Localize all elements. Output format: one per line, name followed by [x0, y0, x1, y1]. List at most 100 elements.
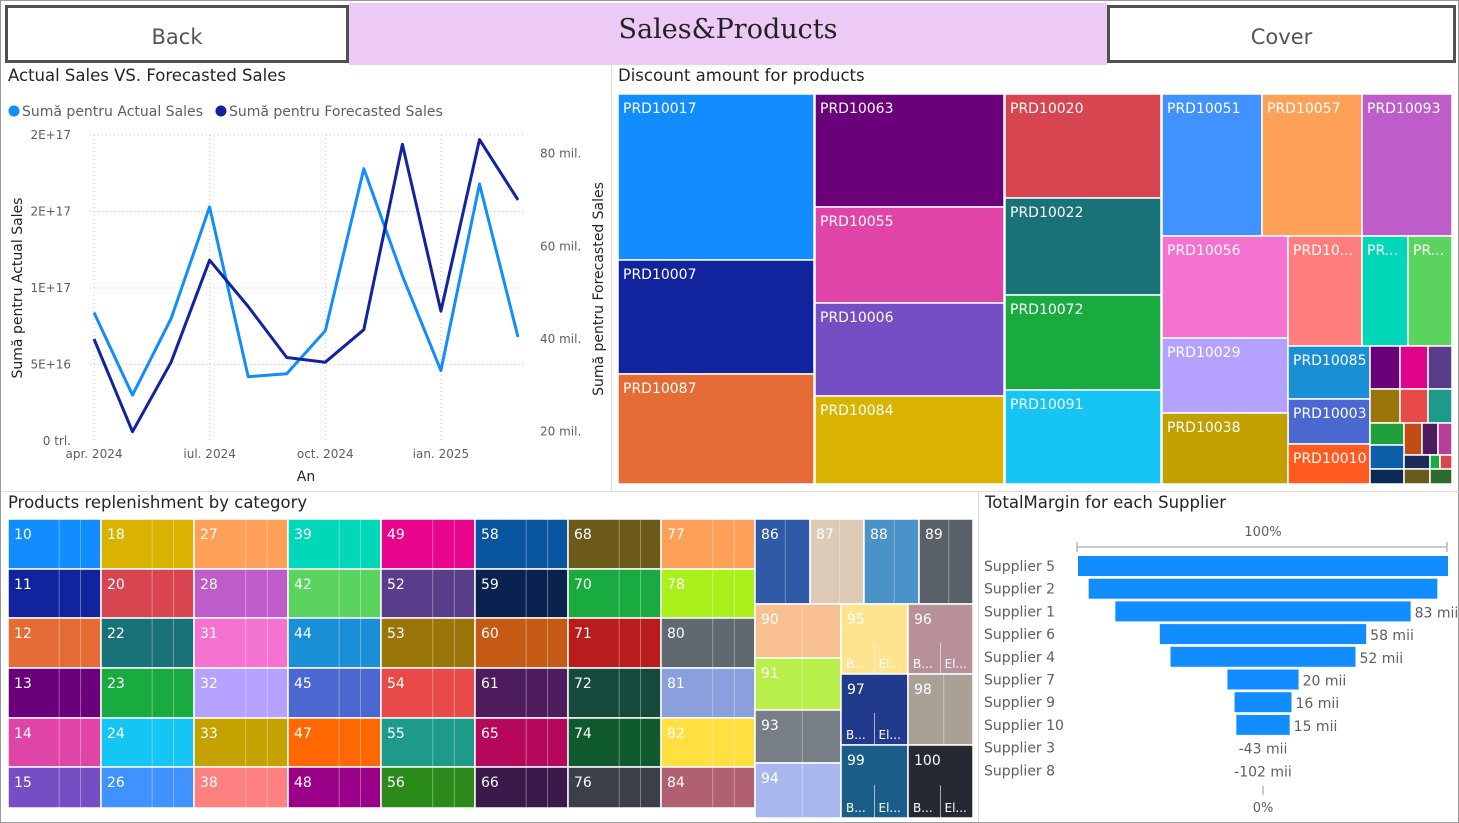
tile-label: 31 — [200, 626, 218, 642]
tile-label: PRD10085 — [1293, 353, 1367, 369]
tile-label: 81 — [667, 676, 685, 692]
cover-button[interactable]: Cover — [1107, 5, 1456, 63]
funnel-category-label: Supplier 6 — [984, 627, 1055, 643]
category-tile: 56 — [380, 766, 476, 809]
funnel-bar — [1234, 692, 1292, 713]
tile-rect — [754, 603, 842, 659]
tile-rect — [474, 617, 569, 669]
right-tick-label: 80 mil. — [540, 147, 581, 161]
category-tile: 71 — [567, 617, 662, 669]
tile-rect — [380, 617, 476, 669]
tile-label: 42 — [294, 577, 312, 593]
category-tile: 98 — [907, 673, 974, 746]
treemap-tile: PRD10072 — [1004, 294, 1162, 391]
funnel-panel[interactable]: TotalMargin for each Supplier 100% Suppli… — [979, 492, 1458, 822]
tile-label: 32 — [200, 676, 218, 692]
tile-label: 56 — [387, 775, 405, 791]
category-treemap-panel[interactable]: Products replenishment by category 10 11 1… — [2, 492, 977, 822]
forecasted-sales-line — [92, 138, 520, 434]
category-tile: 38 — [193, 766, 289, 809]
back-button[interactable]: Back — [5, 5, 349, 63]
category-tile: 49 — [380, 518, 476, 570]
treemap-tile: PRD10003 — [1287, 398, 1371, 445]
treemap-small-tile — [1369, 422, 1405, 446]
funnel-category-label: Supplier 3 — [984, 741, 1055, 757]
tile-label: 100 — [914, 753, 941, 769]
tile-label: 33 — [200, 726, 218, 742]
tile-label: 48 — [294, 775, 312, 791]
treemap-tile: PRD10051 — [1161, 93, 1263, 237]
discount-treemap-panel[interactable]: Discount amount for products PRD10017 PRD… — [612, 65, 1458, 490]
tile-label: PRD10007 — [623, 267, 697, 283]
treemap-small-tile — [1427, 345, 1453, 390]
category-tile: 100 B... El... — [907, 744, 974, 819]
tile-label: 66 — [481, 775, 499, 791]
funnel-value-label: -43 mii — [1239, 742, 1288, 758]
category-tile: 42 — [287, 568, 382, 619]
funnel-bar — [1159, 624, 1367, 645]
treemap-tile: PRD10029 — [1161, 337, 1289, 414]
tile-label: 89 — [925, 527, 943, 543]
funnel-chart[interactable]: 100% Supplier 5 Supplier 2 Supplier 1 83 mii… — [979, 492, 1458, 822]
tile-label: 54 — [387, 676, 405, 692]
tile-label: PRD10020 — [1010, 101, 1084, 117]
treemap-small-tile — [1439, 454, 1453, 470]
tile-label: 49 — [387, 527, 405, 543]
tile-label: 60 — [481, 626, 499, 642]
category-tile: 58 — [474, 518, 569, 570]
tile-label: PRD10087 — [623, 381, 697, 397]
tile-rect — [1161, 337, 1289, 414]
x-axis-label: An — [297, 469, 315, 485]
funnel-category-label: Supplier 9 — [984, 695, 1055, 711]
category-tile: 68 — [567, 518, 662, 570]
tile-label: 96 — [914, 612, 932, 628]
category-tile: 11 — [7, 568, 102, 619]
tile-rect — [814, 93, 1005, 208]
line-chart[interactable]: Sumă pentru Actual Sales Sumă pentru Fore… — [2, 65, 610, 490]
x-tick-label: iul. 2024 — [183, 447, 235, 461]
tile-rect — [754, 709, 842, 764]
treemap-tile: PRD10063 — [814, 93, 1005, 208]
tile-label: 94 — [761, 771, 779, 787]
funnel-value-label: 16 mii — [1295, 696, 1339, 712]
divider — [978, 492, 979, 822]
tile-rect — [7, 766, 102, 809]
discount-treemap[interactable]: PRD10017 PRD10007 PRD10087 PRD10063 PRD10055… — [612, 65, 1458, 490]
treemap-tile: PR... — [1407, 235, 1453, 347]
tile-rect — [193, 766, 289, 809]
tile-label: PRD10... — [1293, 243, 1353, 259]
category-tile: 84 — [660, 766, 756, 809]
treemap-small-tile — [1437, 422, 1453, 456]
line-chart-panel[interactable]: Actual Sales VS. Forecasted Sales Sumă p… — [2, 65, 610, 490]
tile-label: 72 — [574, 676, 592, 692]
tile-label: 59 — [481, 577, 499, 593]
treemap-tile: PRD10020 — [1004, 93, 1162, 199]
treemap-small-tile — [1369, 345, 1401, 390]
category-treemap[interactable]: 10 11 12 13 14 15 18 20 22 23 24 26 27 28 31 32 33 38 39 42… — [2, 492, 977, 822]
category-tile: 23 — [100, 667, 195, 719]
tile-label: 90 — [761, 612, 779, 628]
tile-rect — [1004, 197, 1162, 296]
page-title: Sales&Products — [349, 3, 1107, 65]
tile-label: PRD10038 — [1167, 420, 1241, 436]
category-tile: 96 B... El... — [907, 603, 974, 675]
tile-label: 86 — [761, 527, 779, 543]
category-tile: 59 — [474, 568, 569, 619]
right-tick-label: 40 mil. — [540, 332, 581, 346]
legend-marker — [215, 105, 227, 117]
discount-treemap-title: Discount amount for products — [618, 66, 865, 85]
treemap-tile: PRD10055 — [814, 206, 1005, 304]
category-tile: 44 — [287, 617, 382, 669]
tile-label: 71 — [574, 626, 592, 642]
tile-label: PRD10022 — [1010, 205, 1084, 221]
treemap-small-tile — [1399, 345, 1429, 390]
treemap-small-tile — [1427, 388, 1453, 424]
category-tile: 33 — [193, 717, 289, 768]
category-tile: 95 B... El... — [840, 603, 909, 675]
tile-label: 74 — [574, 726, 592, 742]
tile-rect — [100, 667, 195, 719]
treemap-tile: PRD10085 — [1287, 345, 1371, 400]
tile-label: 78 — [667, 577, 685, 593]
x-tick-label: ian. 2025 — [413, 447, 469, 461]
tile-label: 99 — [847, 753, 865, 769]
